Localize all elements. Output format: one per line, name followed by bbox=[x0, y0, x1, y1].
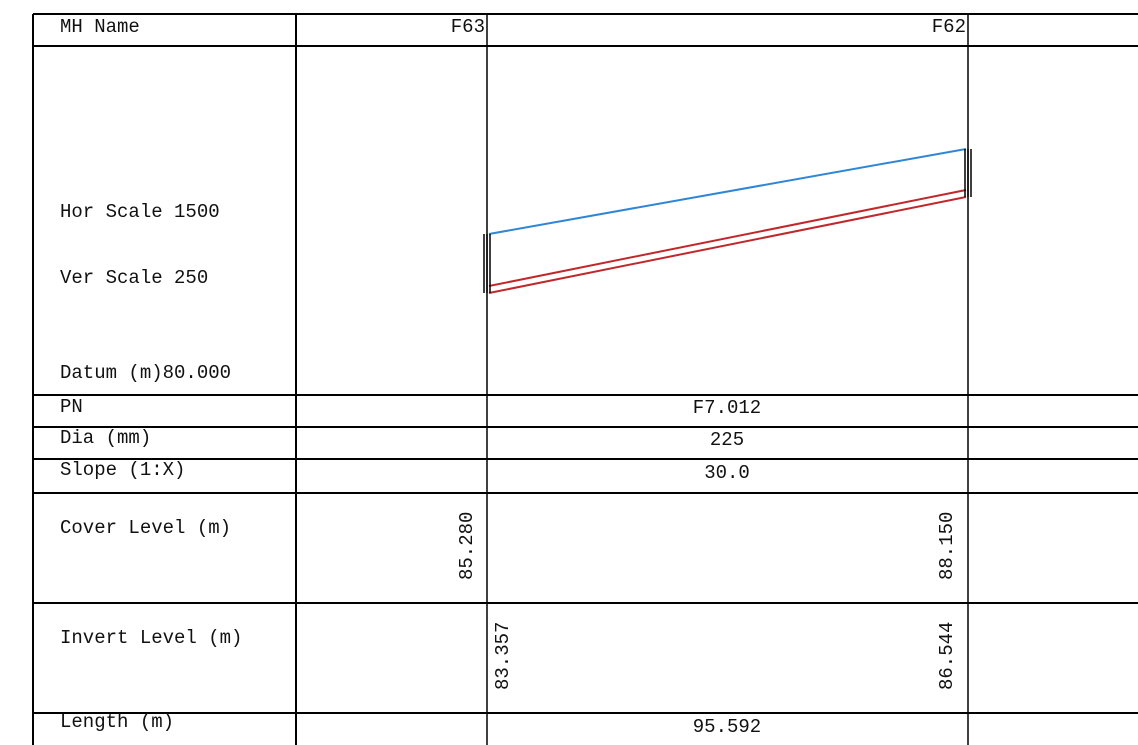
invert-level-f62: 86.544 bbox=[936, 622, 958, 690]
invert-level-label: Invert Level (m) bbox=[60, 627, 242, 649]
manhole-name-f63: F63 bbox=[451, 16, 485, 38]
hor-scale-label: Hor Scale 1500 bbox=[60, 201, 220, 223]
manhole-marker-f63 bbox=[483, 234, 491, 293]
invert-level-f63: 83.357 bbox=[492, 622, 514, 690]
table-grid bbox=[32, 13, 1138, 745]
ver-scale-label: Ver Scale 250 bbox=[60, 267, 208, 289]
pipe-dia-value: 225 bbox=[710, 429, 744, 451]
manhole-name-f62: F62 bbox=[932, 16, 966, 38]
slope-label: Slope (1:X) bbox=[60, 459, 185, 481]
length-label: Length (m) bbox=[60, 711, 174, 733]
manhole-marker-f62 bbox=[964, 149, 972, 197]
dia-label: Dia (mm) bbox=[60, 427, 151, 449]
pipe-pn-value: F7.012 bbox=[693, 397, 761, 419]
cover-level-f63: 85.280 bbox=[456, 512, 478, 580]
pn-label: PN bbox=[60, 396, 83, 418]
mh-name-label: MH Name bbox=[60, 16, 140, 38]
pipe-length-value: 95.592 bbox=[693, 716, 761, 738]
pipe-slope-value: 30.0 bbox=[704, 462, 750, 484]
cover-level-f62: 88.150 bbox=[936, 512, 958, 580]
datum-label: Datum (m)80.000 bbox=[60, 362, 231, 384]
pipe-invert-line bbox=[488, 196, 967, 294]
pipe-crown-line bbox=[488, 189, 967, 287]
cover-level-label: Cover Level (m) bbox=[60, 517, 231, 539]
cover-level-line bbox=[488, 148, 967, 235]
